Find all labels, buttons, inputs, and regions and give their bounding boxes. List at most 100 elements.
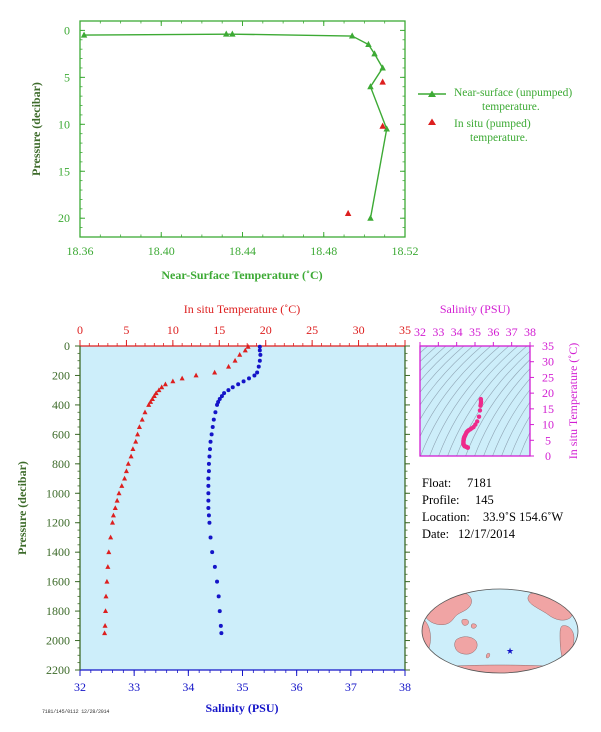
- salinity-point: [206, 513, 211, 518]
- legend-marker-in-situ: [428, 118, 436, 125]
- salinity-point: [255, 370, 260, 375]
- temperature-point: [112, 505, 118, 510]
- pressure-tick-label: 400: [52, 398, 70, 412]
- float-value: 7181: [467, 476, 492, 490]
- isopycnal-line: [438, 346, 519, 456]
- near-surface-plot-frame: [79, 20, 406, 238]
- isopycnal-line: [420, 346, 438, 362]
- salinity-point: [207, 454, 212, 459]
- temperature-tick-label: 5: [123, 323, 129, 337]
- isopycnal-line: [456, 350, 530, 456]
- isopycnal-line: [447, 346, 528, 456]
- salinity-point: [217, 397, 222, 402]
- near-surface-x-tick-label: 18.36: [67, 244, 94, 258]
- location-value: 33.9˚S 154.6˚W: [483, 510, 564, 524]
- temperature-point: [226, 363, 232, 369]
- ts-y-tick-label: 0: [545, 449, 551, 463]
- near-surface-y-tick-label: 20: [58, 211, 70, 225]
- temperature-point: [103, 608, 109, 614]
- near-surface-point: [371, 50, 378, 57]
- salinity-tick-label: 34: [182, 680, 194, 694]
- isopycnal-line: [492, 389, 530, 456]
- pressure-tick-label: 800: [52, 457, 70, 471]
- isopycnal-line: [510, 415, 530, 456]
- float-info-block: Float: 7181 Profile: 145 Location: 33.9˚S 1…: [422, 475, 563, 543]
- temperature-point: [146, 402, 152, 407]
- salinity-point: [209, 432, 214, 437]
- ts-point: [478, 403, 483, 408]
- salinity-point: [256, 364, 261, 369]
- float-row: Float: 7181: [422, 475, 563, 492]
- temperature-point: [179, 375, 185, 381]
- ts-x-tick-label: 38: [524, 325, 536, 339]
- salinity-point: [208, 535, 213, 540]
- legend-marker-near-surface: [428, 90, 436, 97]
- float-location-marker: ★: [506, 647, 514, 657]
- ts-y-tick-label: 20: [542, 386, 554, 400]
- salinity-point: [257, 348, 262, 353]
- temperature-point: [130, 446, 136, 452]
- legend-near-surface-line1: Near-surface (unpumped): [454, 87, 573, 99]
- near-surface-y-axis-label: Pressure (decibar): [29, 82, 43, 176]
- near-surface-y-tick-label: 5: [64, 70, 70, 84]
- salinity-point: [257, 358, 262, 363]
- temperature-point: [245, 343, 251, 349]
- near-surface-point: [367, 214, 374, 221]
- isopycnal-line: [429, 346, 510, 456]
- location-row: Location: 33.9˚S 154.6˚W: [422, 509, 563, 526]
- isopycnal-line: [474, 368, 530, 456]
- isopycnal-line: [420, 346, 474, 406]
- temperature-tick-label: 30: [353, 323, 365, 337]
- isopycnal-line: [420, 346, 483, 421]
- ts-point: [477, 408, 483, 413]
- float-label: Float:: [422, 476, 452, 490]
- date-label: Date:: [422, 527, 450, 541]
- near-surface-point: [367, 83, 374, 90]
- salinity-point: [217, 609, 222, 614]
- isopycnal-line: [420, 346, 465, 393]
- pressure-tick-label: 1200: [46, 516, 70, 530]
- pressure-tick-label: 0: [64, 339, 70, 353]
- temperature-point: [148, 399, 154, 404]
- ts-x-tick-label: 37: [506, 325, 518, 339]
- salinity-tick-label: 32: [74, 680, 86, 694]
- near-surface-x-tick-label: 18.40: [148, 244, 175, 258]
- salinity-point: [216, 594, 221, 599]
- near-surface-line: [84, 33, 388, 219]
- temperature-point: [102, 630, 108, 636]
- temperature-point: [128, 453, 134, 459]
- salinity-point: [236, 382, 241, 387]
- salinity-point: [219, 631, 224, 636]
- profile-series: [102, 343, 263, 636]
- salinity-point: [258, 352, 263, 357]
- pressure-tick-label: 1000: [46, 486, 70, 500]
- temperature-point: [212, 369, 218, 375]
- temperature-point: [105, 564, 111, 569]
- near-surface-point: [348, 32, 356, 39]
- salinity-point: [212, 564, 217, 569]
- temperature-tick-label: 20: [260, 323, 272, 337]
- near-surface-y-tick-label: 0: [64, 23, 70, 37]
- date-value: 12/17/2014: [458, 527, 515, 541]
- profile-label: Profile:: [422, 493, 460, 507]
- temperature-point: [133, 438, 139, 444]
- near-surface-point: [383, 125, 390, 132]
- salinity-point: [206, 476, 211, 481]
- salinity-point: [226, 388, 231, 393]
- salinity-point: [219, 394, 224, 399]
- ts-y-tick-label: 30: [542, 355, 554, 369]
- pressure-tick-label: 2200: [46, 663, 70, 677]
- salinity-tick-label: 33: [128, 680, 140, 694]
- ts-y-tick-label: 10: [542, 418, 554, 432]
- profile-row: Profile: 145: [422, 492, 563, 509]
- in-situ-point: [379, 122, 386, 129]
- near-surface-ticks: 18.36 18.40 18.44 18.48 18.52 0 5 10 15 20: [58, 21, 419, 258]
- salinity-point: [247, 376, 251, 381]
- temperature-point: [103, 593, 109, 599]
- near-surface-x-tick-label: 18.44: [229, 244, 256, 258]
- temperature-point: [159, 384, 165, 390]
- temperature-point: [109, 519, 116, 525]
